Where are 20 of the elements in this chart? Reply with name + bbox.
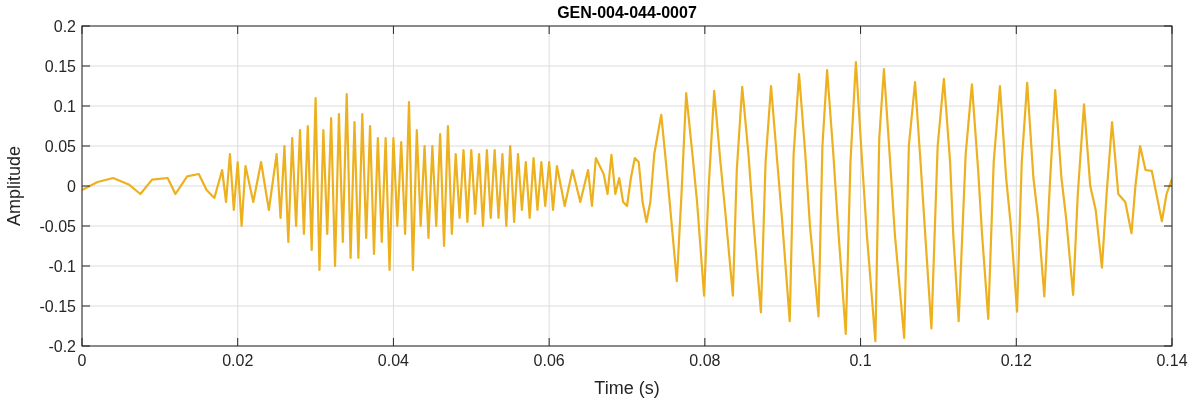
y-tick-label: -0.1 bbox=[48, 257, 77, 275]
y-tick-label: -0.05 bbox=[39, 217, 77, 235]
y-tick-label: 0.05 bbox=[44, 137, 77, 155]
y-tick-label: 0 bbox=[67, 177, 77, 195]
x-tick-label: 0.06 bbox=[533, 352, 565, 369]
line-series bbox=[82, 60, 1172, 343]
y-tick-label: 0.1 bbox=[53, 97, 77, 115]
x-tick-label: 0.14 bbox=[1156, 352, 1188, 369]
y-tick-label: 0.2 bbox=[53, 17, 77, 35]
chart-title: GEN-004-044-0007 bbox=[557, 4, 697, 21]
y-tick-label: 0.15 bbox=[44, 57, 77, 75]
y-tick-label: -0.15 bbox=[39, 297, 77, 315]
x-tick-label: 0.08 bbox=[689, 352, 721, 369]
x-tick-label: 0.1 bbox=[849, 352, 872, 369]
y-axis-title: Amplitude bbox=[4, 145, 24, 227]
x-tick-label: 0.12 bbox=[1000, 352, 1032, 369]
x-axis-title: Time (s) bbox=[594, 378, 660, 398]
y-tick-label: -0.2 bbox=[48, 337, 77, 355]
x-tick-label: 0.04 bbox=[377, 352, 410, 369]
x-tick-label: 0.02 bbox=[222, 352, 254, 369]
